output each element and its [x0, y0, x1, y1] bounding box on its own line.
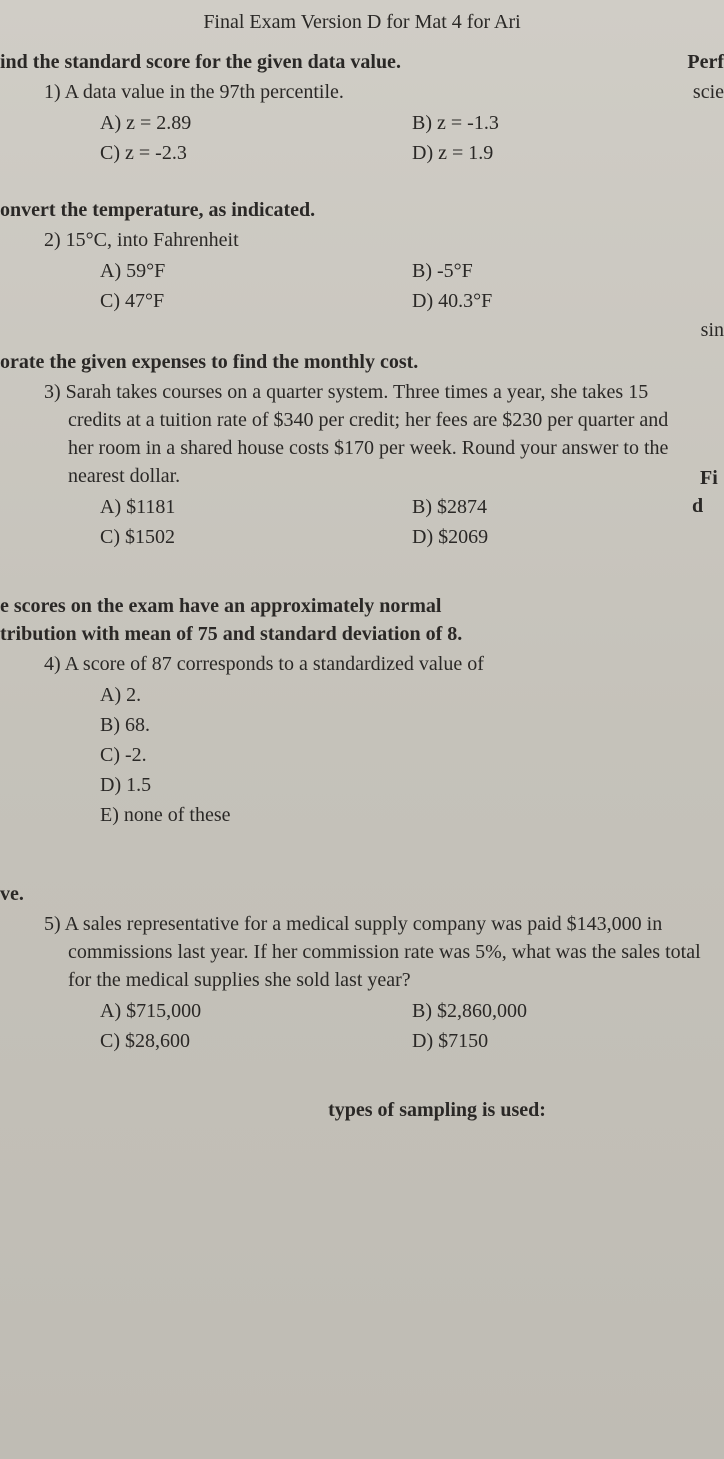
question-1: 1) A data value in the 97th percentile. …: [0, 78, 724, 168]
option-4d: D) 1.5: [100, 770, 724, 800]
section-4-heading-1: e scores on the exam have an approximate…: [0, 592, 724, 620]
option-1d: D) z = 1.9: [412, 138, 724, 168]
option-3c: C) $1502: [100, 522, 412, 552]
question-1-options: A) z = 2.89 B) z = -1.3 C) z = -2.3 D) z…: [44, 108, 724, 168]
option-4a: A) 2.: [100, 680, 724, 710]
question-3-number: 3): [44, 381, 61, 403]
question-4-text: A score of 87 corresponds to a standardi…: [65, 653, 484, 675]
option-5d: D) $7150: [412, 1026, 724, 1056]
question-2-text: 15°C, into Fahrenheit: [66, 229, 239, 251]
option-2a: A) 59°F: [100, 256, 412, 286]
section-4-heading-2: tribution with mean of 75 and standard d…: [0, 620, 724, 648]
option-5b: B) $2,860,000: [412, 996, 724, 1026]
section-2-heading: onvert the temperature, as indicated.: [0, 196, 724, 224]
question-1-text: A data value in the 97th percentile.: [65, 81, 344, 103]
option-1b: B) z = -1.3: [412, 108, 724, 138]
question-3-text: Sarah takes courses on a quarter system.…: [66, 381, 669, 487]
option-1a: A) z = 2.89: [100, 108, 412, 138]
option-3b: B) $2874: [412, 492, 724, 522]
option-3d: D) $2069: [412, 522, 724, 552]
section-1-heading: ind the standard score for the given dat…: [0, 48, 724, 76]
option-5a: A) $715,000: [100, 996, 412, 1026]
page-header: Final Exam Version D for Mat 4 for Ari: [0, 8, 724, 36]
option-1c: C) z = -2.3: [100, 138, 412, 168]
question-3: 3) Sarah takes courses on a quarter syst…: [0, 378, 724, 552]
footer-fragment: types of sampling is used:: [0, 1096, 724, 1124]
option-4c: C) -2.: [100, 740, 724, 770]
section-1-heading-text: ind the standard score for the given dat…: [0, 51, 401, 73]
right-fragment-perf: Perf: [687, 48, 724, 76]
option-2b: B) -5°F De: [412, 256, 724, 286]
question-5-text: A sales representative for a medical sup…: [65, 913, 701, 991]
question-3-options: A) $1181 B) $2874 C) $1502 D) $2069: [44, 492, 724, 552]
question-2-number: 2): [44, 229, 61, 251]
section-3-heading: orate the given expenses to find the mon…: [0, 348, 724, 376]
question-5-options: A) $715,000 B) $2,860,000 C) $28,600 D) …: [44, 996, 724, 1056]
question-1-number: 1): [44, 81, 61, 103]
right-fragment-scie: scie: [717, 78, 724, 106]
option-3a: A) $1181: [100, 492, 412, 522]
option-4b: B) 68.: [100, 710, 724, 740]
section-5-heading: ve.: [0, 880, 724, 908]
exam-page: Final Exam Version D for Mat 4 for Ari i…: [0, 0, 724, 1459]
option-5c: C) $28,600: [100, 1026, 412, 1056]
option-2c: C) 47°F: [100, 286, 412, 316]
question-2-options: A) 59°F B) -5°F De C) 47°F D) 40.3°F the: [44, 256, 724, 316]
option-2d: D) 40.3°F the: [412, 286, 724, 316]
option-4e: E) none of these: [100, 800, 724, 830]
right-fragment-sin: sin: [701, 316, 724, 344]
question-2: 2) 15°C, into Fahrenheit A) 59°F B) -5°F…: [0, 226, 724, 336]
question-5-number: 5): [44, 913, 61, 935]
question-4-number: 4): [44, 653, 61, 675]
question-4: 4) A score of 87 corresponds to a standa…: [0, 650, 724, 830]
question-5: 5) A sales representative for a medical …: [0, 910, 724, 1056]
question-4-options: A) 2. B) 68. C) -2. D) 1.5 E) none of th…: [44, 680, 724, 830]
